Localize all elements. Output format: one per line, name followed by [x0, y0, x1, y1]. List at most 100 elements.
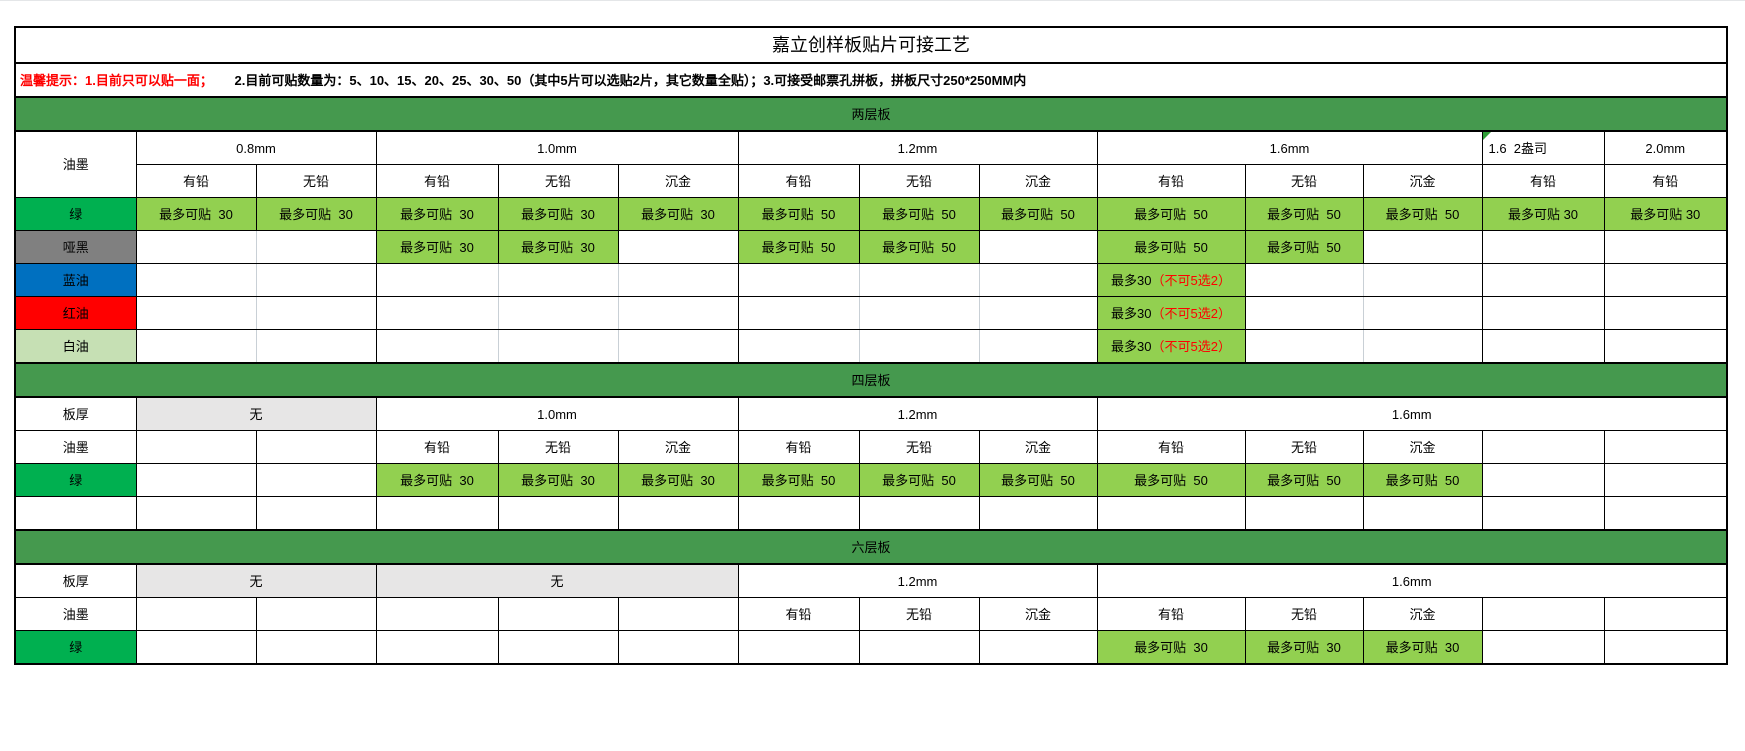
value-cell: 最多可贴 50	[1244, 463, 1364, 497]
table-row: 油墨 0.8mm 1.0mm 1.2mm 1.6mm 1.6 2盎司 2.0mm	[14, 130, 1728, 198]
header-cell: 2.0mm	[1603, 130, 1728, 165]
empty-cell	[255, 630, 377, 665]
empty-cell	[1603, 296, 1728, 330]
empty-cell	[497, 329, 619, 364]
value-cell: 最多可贴 50	[1362, 197, 1483, 231]
tip-label: 温馨提示：	[20, 72, 86, 88]
header-cell: 有铅	[1603, 164, 1728, 198]
header-cell: 1.2mm	[737, 563, 1098, 598]
empty-cell	[1244, 496, 1364, 531]
empty-cell	[375, 329, 499, 364]
section-bar: 四层板	[14, 362, 1728, 398]
empty-cell	[1362, 329, 1483, 364]
empty-cell	[255, 463, 377, 497]
tip-text: 温馨提示：1.目前只可以贴一面； 2.目前可贴数量为：5、10、15、20、25…	[14, 62, 1728, 98]
row-label-ink: 油墨	[14, 130, 137, 198]
value-cell: 最多可贴 30	[375, 230, 499, 264]
empty-cell	[1481, 496, 1605, 531]
empty-cell	[1481, 430, 1605, 464]
value-cell: 最多可贴 50	[978, 463, 1098, 497]
title-row: 嘉立创样板贴片可接工艺	[14, 26, 1728, 64]
value-cell: 最多可贴 30	[375, 197, 499, 231]
header-cell: 有铅	[737, 164, 860, 198]
empty-cell	[1603, 329, 1728, 364]
table-body: 嘉立创样板贴片可接工艺 温馨提示：1.目前只可以贴一面； 2.目前可贴数量为：5…	[14, 26, 1728, 665]
value-cell: 最多可贴 30	[255, 197, 377, 231]
empty-cell	[737, 296, 860, 330]
warning-text: （不可5选2）	[1151, 338, 1231, 354]
empty-cell	[737, 263, 860, 297]
empty-cell	[737, 630, 860, 665]
value-cell: 最多可贴 50	[858, 463, 980, 497]
value-cell: 最多可贴 30	[497, 463, 619, 497]
value-cell: 最多可贴 30	[375, 463, 499, 497]
empty-cell	[135, 296, 257, 330]
header-cell: 1.6mm	[1096, 396, 1728, 431]
header-cell: 1.6mm	[1096, 563, 1728, 598]
value-cell: 最多可贴 50	[1244, 197, 1364, 231]
header-cell: 1.2mm	[737, 396, 1098, 431]
empty-cell	[255, 263, 377, 297]
empty-cell	[497, 263, 619, 297]
empty-cell	[1362, 296, 1483, 330]
empty-cell	[14, 496, 137, 531]
header-cell: 无铅	[1244, 164, 1364, 198]
header-cell: 沉金	[617, 430, 739, 464]
empty-cell	[1481, 296, 1605, 330]
value-cell: 最多可贴 30	[617, 197, 739, 231]
row-label-thickness: 板厚	[14, 563, 137, 598]
empty-cell	[617, 263, 739, 297]
value-cell: 最多可贴 30	[1096, 630, 1246, 665]
row-label-ink: 油墨	[14, 597, 137, 631]
header-cell: 有铅	[1096, 430, 1246, 464]
empty-cell	[135, 263, 257, 297]
empty-cell	[617, 630, 739, 665]
empty-cell	[135, 463, 257, 497]
empty-cell	[1481, 263, 1605, 297]
table-row: 哑黑 最多可贴 30 最多可贴 30 最多可贴 50 最多可贴 50 最多可贴 50 最多可…	[14, 230, 1728, 264]
empty-cell	[978, 496, 1098, 531]
empty-cell	[617, 329, 739, 364]
empty-cell	[1603, 630, 1728, 665]
empty-cell	[375, 496, 499, 531]
tip-items-2-3: 2.目前可贴数量为：5、10、15、20、25、30、50（其中5片可以选贴2片…	[212, 72, 1027, 88]
header-1.6-2oz: 1.6 2盎司	[1481, 130, 1605, 165]
empty-cell	[1603, 230, 1728, 264]
header-cell: 有铅	[375, 164, 499, 198]
empty-cell	[1481, 329, 1605, 364]
empty-cell	[978, 230, 1098, 264]
warning-text: （不可5选2）	[1151, 272, 1231, 288]
empty-cell	[1244, 263, 1364, 297]
value-cell: 最多30（不可5选2）	[1096, 329, 1246, 364]
empty-cell	[858, 630, 980, 665]
header-cell: 有铅	[737, 597, 860, 631]
row-label-red-oil: 红油	[14, 296, 137, 330]
table-row: 红油 最多30（不可5选2）	[14, 296, 1728, 330]
table-row	[14, 496, 1728, 531]
empty-cell	[617, 296, 739, 330]
section-bar-row: 四层板	[14, 362, 1728, 398]
comment-triangle-icon	[1483, 132, 1491, 140]
row-label-green: 绿	[14, 630, 137, 665]
value-cell: 最多可贴 30	[1603, 197, 1728, 231]
empty-cell	[255, 230, 377, 264]
value-cell: 最多可贴 50	[1362, 463, 1483, 497]
empty-cell	[858, 496, 980, 531]
empty-cell	[1603, 263, 1728, 297]
empty-cell	[1244, 296, 1364, 330]
empty-cell	[1603, 463, 1728, 497]
empty-cell	[617, 496, 739, 531]
header-cell: 沉金	[1362, 164, 1483, 198]
empty-cell	[375, 263, 499, 297]
value-cell: 最多可贴 50	[737, 197, 860, 231]
empty-cell	[858, 263, 980, 297]
header-cell: 有铅	[135, 164, 257, 198]
page-title: 嘉立创样板贴片可接工艺	[14, 26, 1728, 64]
warning-text: （不可5选2）	[1151, 305, 1231, 321]
header-cell: 有铅	[1481, 164, 1605, 198]
header-cell: 1.0mm	[375, 396, 739, 431]
row-label-blue-oil: 蓝油	[14, 263, 137, 297]
empty-cell	[375, 296, 499, 330]
value-cell: 最多可贴 30	[1481, 197, 1605, 231]
